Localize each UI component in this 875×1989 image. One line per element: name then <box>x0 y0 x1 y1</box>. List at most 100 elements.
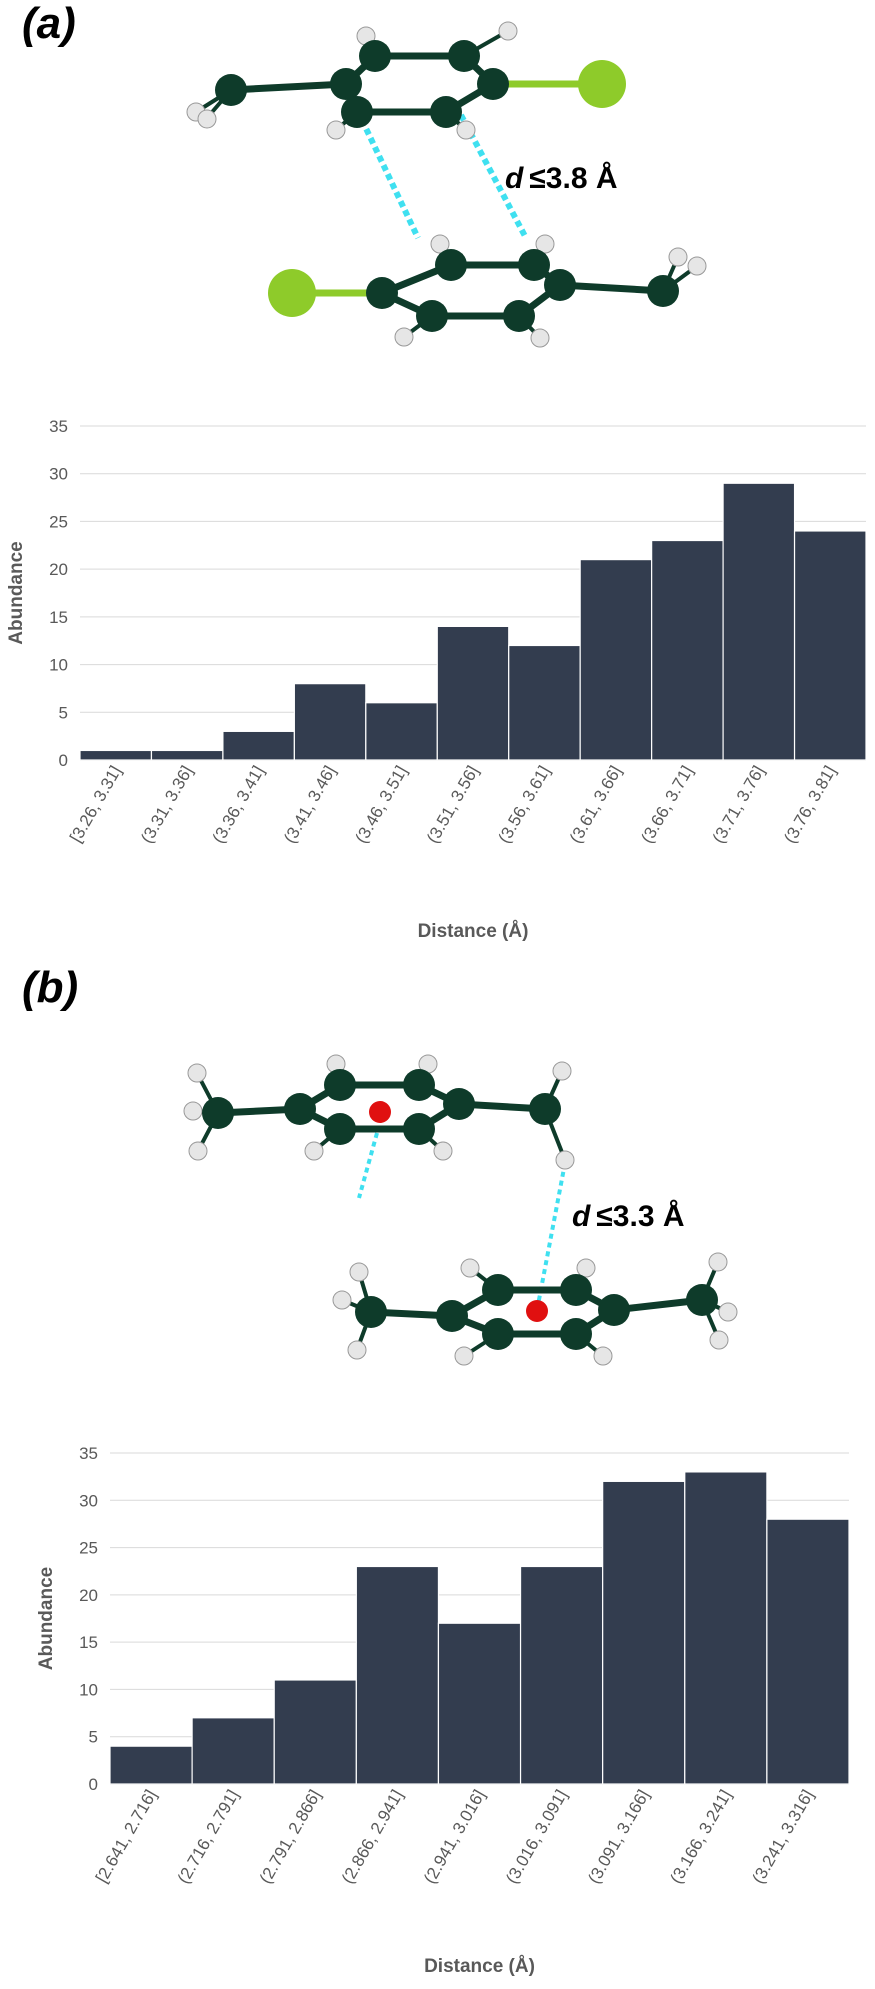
carbon-atom <box>284 1093 316 1125</box>
carbon-atom <box>359 40 391 72</box>
y-tick-label: 25 <box>49 512 68 531</box>
x-tick-label: (2.866, 2.941] <box>338 1787 407 1887</box>
bar-2 <box>150 749 224 761</box>
hydrogen-atom <box>460 1258 480 1278</box>
carbon-atom <box>324 1113 356 1145</box>
y-tick-label: 0 <box>59 751 68 770</box>
contact-line <box>536 1162 567 1306</box>
bar-3 <box>273 1679 357 1785</box>
bar-3 <box>222 730 295 761</box>
carbon-atom <box>215 74 247 106</box>
y-tick-label: 20 <box>49 560 68 579</box>
y-tick-label: 35 <box>79 1444 98 1463</box>
hydrogen-atom <box>430 234 450 254</box>
bar-8 <box>684 1471 768 1785</box>
molecule-a-illustration <box>186 21 707 348</box>
bond <box>556 281 667 295</box>
hydrogen-atom <box>332 1290 352 1310</box>
x-tick-label: (2.791, 2.866] <box>256 1787 325 1887</box>
carbon-atom <box>686 1284 718 1316</box>
x-tick-label: (3.31, 3.36] <box>137 763 196 847</box>
y-tick-label: 35 <box>49 417 68 436</box>
hydrogen-atom <box>709 1330 729 1350</box>
chlorine-atom <box>268 269 316 317</box>
carbon-atom <box>560 1318 592 1350</box>
y-tick-label: 30 <box>49 465 68 484</box>
bar-7 <box>508 644 581 761</box>
y-tick-label: 0 <box>89 1775 98 1794</box>
carbon-atom <box>443 1088 475 1120</box>
bar-4 <box>293 683 367 761</box>
y-tick-label: 10 <box>49 656 68 675</box>
distance-label-a: d ≤3.8 Å <box>505 162 618 195</box>
hydrogen-atom <box>347 1340 367 1360</box>
hydrogen-atom <box>187 1063 207 1083</box>
ring-centroid <box>369 1101 391 1123</box>
bar-11 <box>793 530 867 761</box>
hydrogen-atom <box>304 1141 324 1161</box>
bar-9 <box>651 539 724 761</box>
carbon-atom <box>529 1093 561 1125</box>
hydrogen-atom <box>456 120 476 140</box>
y-tick-label: 25 <box>79 1539 98 1558</box>
panel-a-label: (a) <box>22 0 76 48</box>
carbon-atom <box>202 1097 234 1129</box>
carbon-atom <box>436 1300 468 1332</box>
carbon-atom <box>518 249 550 281</box>
hydrogen-atom <box>183 1101 203 1121</box>
hydrogen-atom <box>593 1346 613 1366</box>
hydrogen-atom <box>454 1346 474 1366</box>
hydrogen-atom <box>668 247 688 267</box>
carbon-atom <box>330 68 362 100</box>
x-tick-label: (2.941, 3.016] <box>420 1787 489 1887</box>
x-tick-label: (3.36, 3.41] <box>209 763 268 847</box>
carbon-atom <box>477 68 509 100</box>
carbon-atom <box>482 1318 514 1350</box>
y-tick-label: 5 <box>89 1728 98 1747</box>
y-tick-label: 5 <box>59 703 68 722</box>
carbon-atom <box>560 1274 592 1306</box>
x-tick-label: [2.641, 2.716] <box>92 1787 160 1887</box>
hydrogen-atom <box>552 1061 572 1081</box>
hydrogen-atom <box>197 109 217 129</box>
carbon-atom <box>482 1274 514 1306</box>
x-tick-label: (2.716, 2.791] <box>174 1787 243 1887</box>
x-axis-title: Distance (Å) <box>424 1956 535 1977</box>
x-tick-label: (3.016, 3.091] <box>502 1787 571 1887</box>
bar-9 <box>766 1518 850 1785</box>
hydrogen-atom <box>708 1252 728 1272</box>
bar-10 <box>722 482 796 761</box>
carbon-atom <box>355 1296 387 1328</box>
y-tick-label: 20 <box>79 1586 98 1605</box>
x-tick-label: (3.241, 3.316] <box>748 1787 817 1887</box>
molecule-b-illustration <box>183 1054 738 1366</box>
contact-line <box>359 118 421 240</box>
carbon-atom <box>403 1069 435 1101</box>
bar-7 <box>602 1480 686 1785</box>
x-tick-label: (3.51, 3.56] <box>423 763 482 847</box>
bar-2 <box>191 1717 275 1785</box>
hydrogen-atom <box>188 1141 208 1161</box>
chlorine-atom <box>578 60 626 108</box>
hydrogen-atom <box>555 1150 575 1170</box>
bar-8 <box>579 558 653 761</box>
carbon-atom <box>503 300 535 332</box>
carbon-atom <box>416 300 448 332</box>
carbon-atom <box>544 269 576 301</box>
panel-b-label: (b) <box>22 963 78 1012</box>
x-tick-label: (3.41, 3.46] <box>280 763 339 847</box>
y-axis-title: Abundance <box>6 541 27 644</box>
hydrogen-atom <box>349 1262 369 1282</box>
x-tick-label: (3.66, 3.71] <box>637 763 696 847</box>
bar-1 <box>79 749 153 761</box>
x-tick-label: (3.166, 3.241] <box>666 1787 735 1887</box>
distance-label-b: d ≤3.3 Å <box>572 1200 685 1233</box>
carbon-atom <box>403 1113 435 1145</box>
carbon-atom <box>324 1069 356 1101</box>
bar-6 <box>436 625 510 761</box>
contact-line <box>357 1132 379 1199</box>
hydrogen-atom <box>530 328 550 348</box>
carbon-atom <box>435 249 467 281</box>
carbon-atom <box>430 96 462 128</box>
